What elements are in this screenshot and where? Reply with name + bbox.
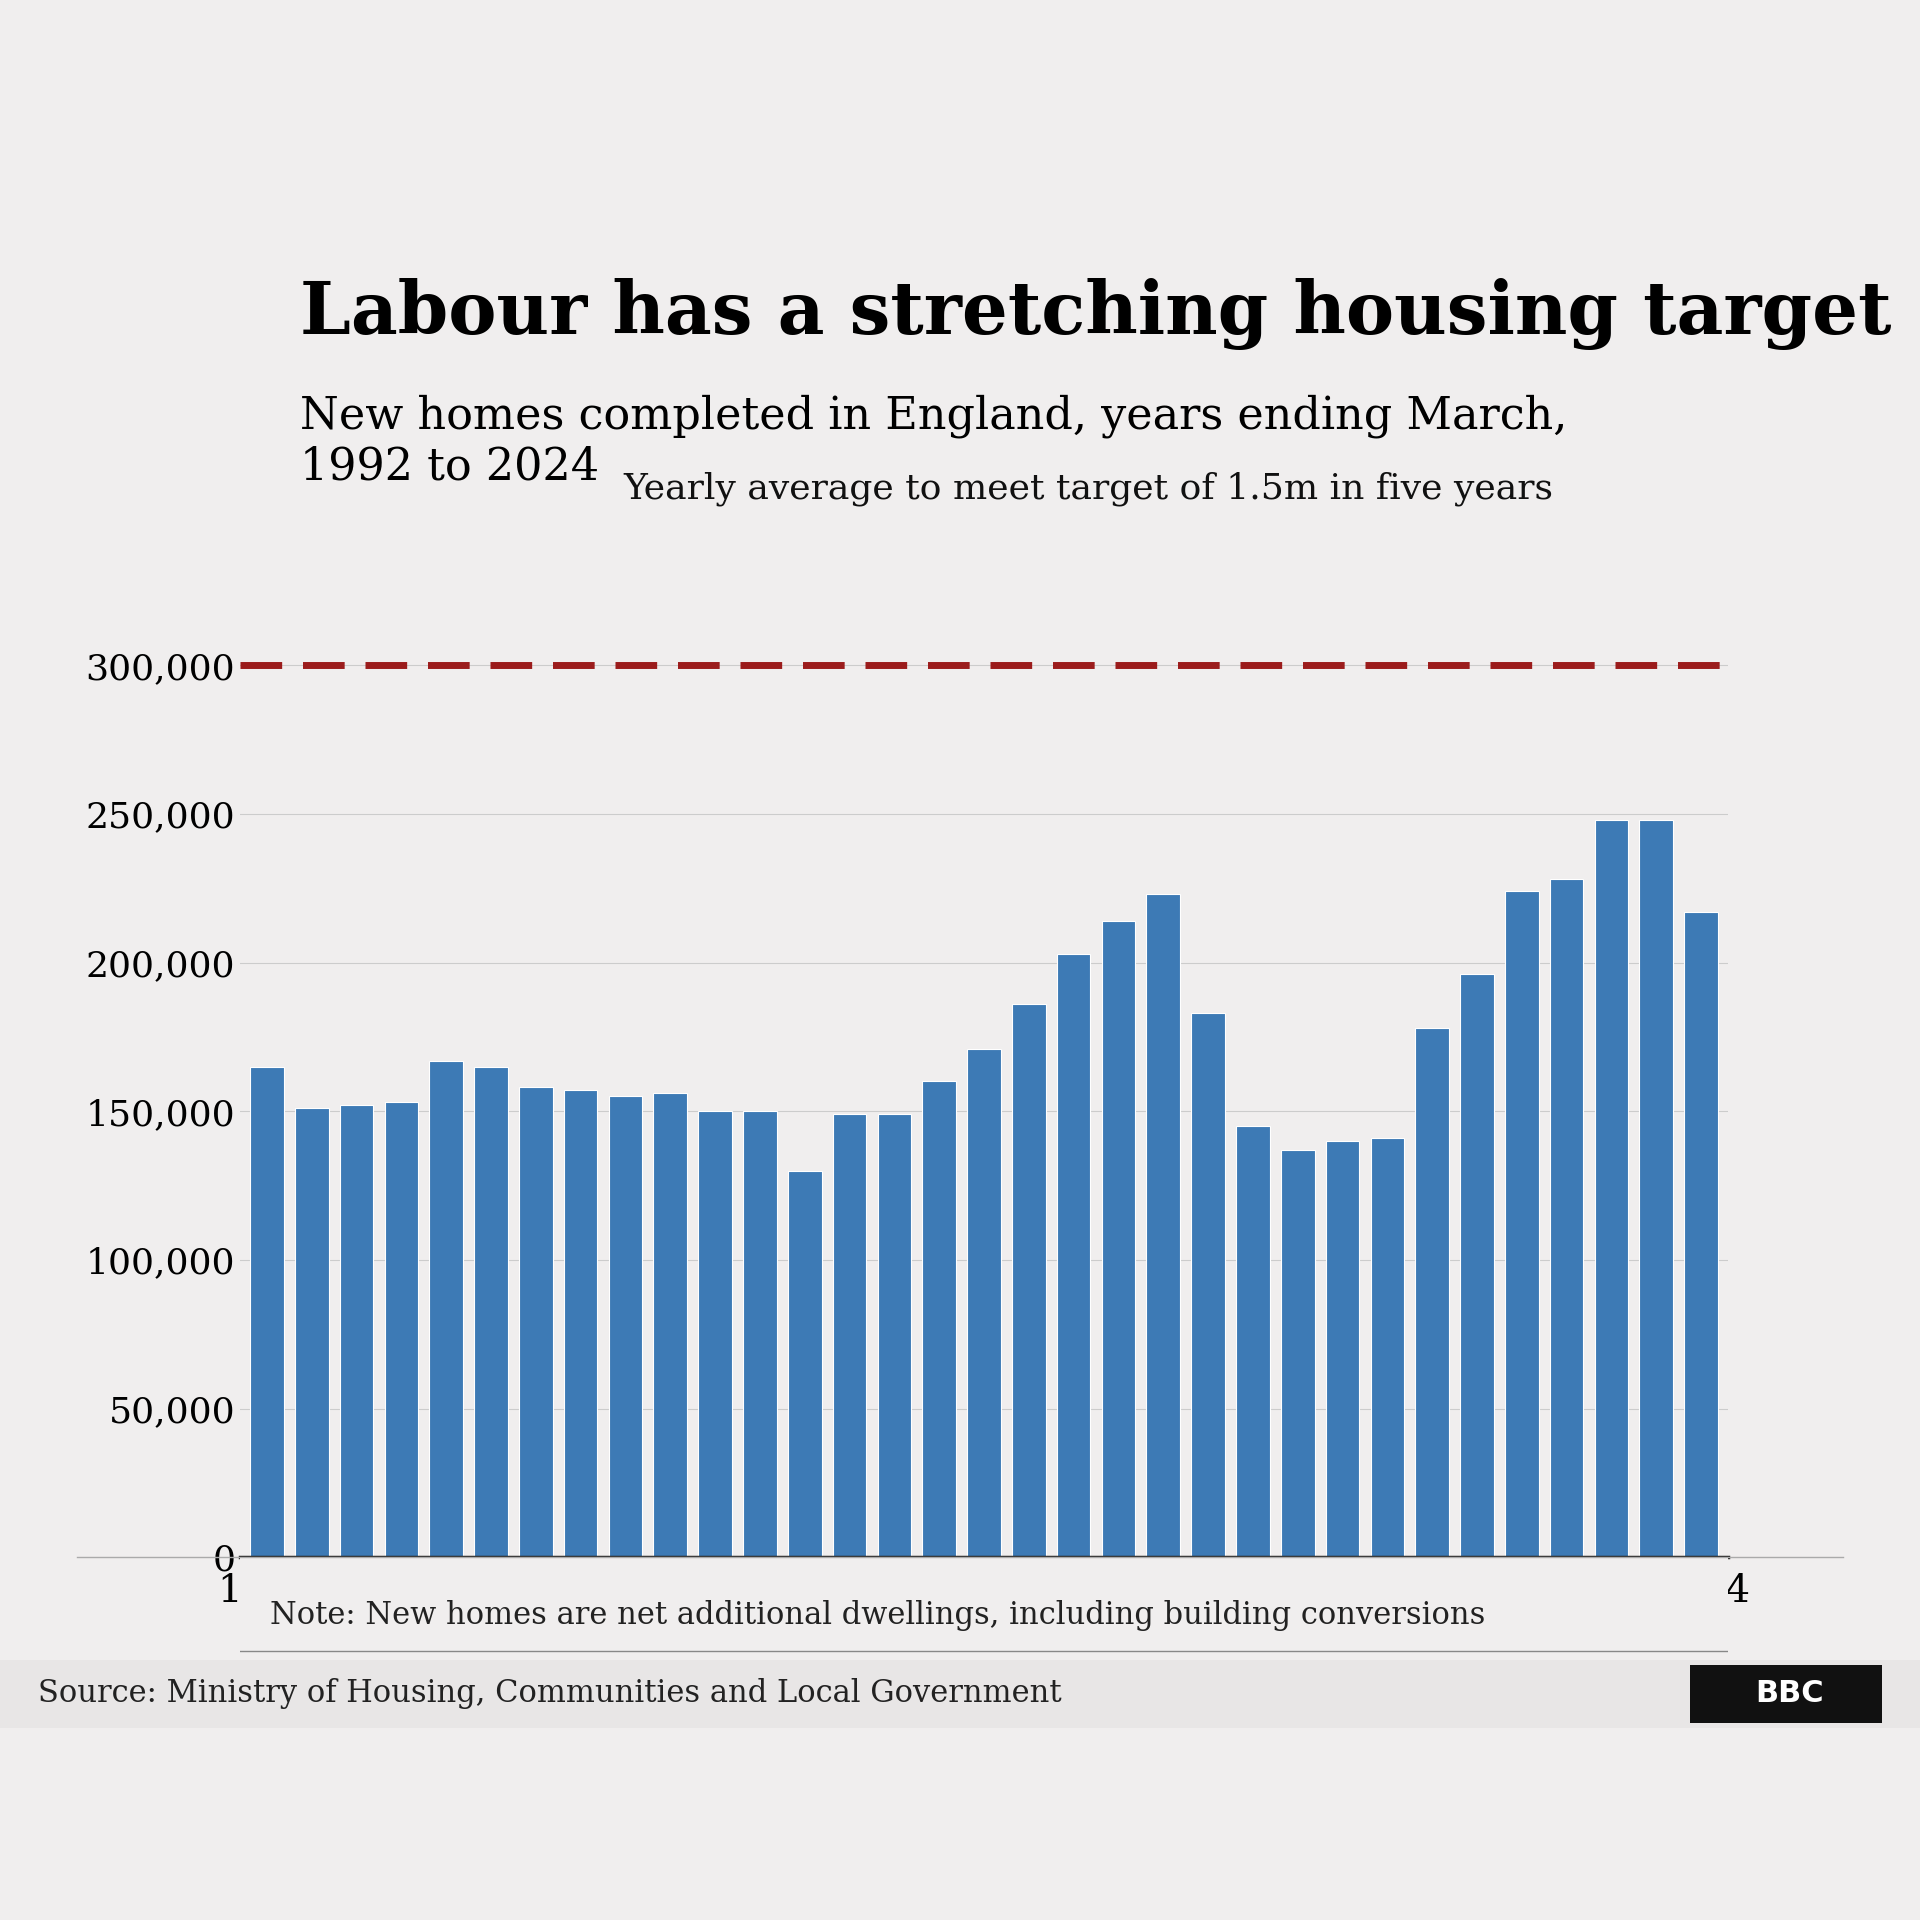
Bar	[1640, 820, 1672, 1557]
Bar	[1549, 879, 1584, 1557]
Text: Labour has a stretching housing target: Labour has a stretching housing target	[300, 278, 1891, 349]
Bar	[1012, 1004, 1046, 1557]
Bar	[922, 1081, 956, 1557]
Bar	[518, 1087, 553, 1557]
Bar	[564, 1091, 597, 1557]
Bar	[787, 1171, 822, 1557]
FancyBboxPatch shape	[1690, 1665, 1882, 1722]
Bar	[1371, 1139, 1404, 1557]
Bar	[743, 1112, 778, 1557]
Text: New homes completed in England, years ending March,
1992 to 2024: New homes completed in England, years en…	[300, 396, 1567, 488]
Text: BBC: BBC	[1755, 1680, 1824, 1709]
Bar	[699, 1112, 732, 1557]
Bar	[296, 1108, 328, 1557]
Bar	[340, 1106, 372, 1557]
Bar	[1461, 975, 1494, 1557]
Bar	[1102, 922, 1135, 1557]
Bar	[1505, 891, 1538, 1557]
Bar	[877, 1114, 912, 1557]
Bar	[1056, 954, 1091, 1557]
Text: Note: New homes are net additional dwellings, including building conversions: Note: New homes are net additional dwell…	[269, 1599, 1486, 1630]
Bar	[1325, 1140, 1359, 1557]
Bar	[1415, 1027, 1450, 1557]
Bar	[430, 1060, 463, 1557]
Bar	[384, 1102, 419, 1557]
Bar	[1596, 820, 1628, 1557]
Bar	[1236, 1125, 1269, 1557]
Bar	[609, 1096, 643, 1557]
Bar	[1146, 895, 1181, 1557]
Bar	[1281, 1150, 1315, 1557]
Bar	[968, 1048, 1000, 1557]
Bar	[833, 1114, 866, 1557]
Bar	[250, 1068, 284, 1557]
Text: Yearly average to meet target of 1.5m in five years: Yearly average to meet target of 1.5m in…	[624, 472, 1553, 505]
Text: Source: Ministry of Housing, Communities and Local Government: Source: Ministry of Housing, Communities…	[38, 1678, 1062, 1709]
Bar	[474, 1068, 507, 1557]
Bar	[1684, 912, 1718, 1557]
Bar	[653, 1092, 687, 1557]
Bar	[1190, 1014, 1225, 1557]
